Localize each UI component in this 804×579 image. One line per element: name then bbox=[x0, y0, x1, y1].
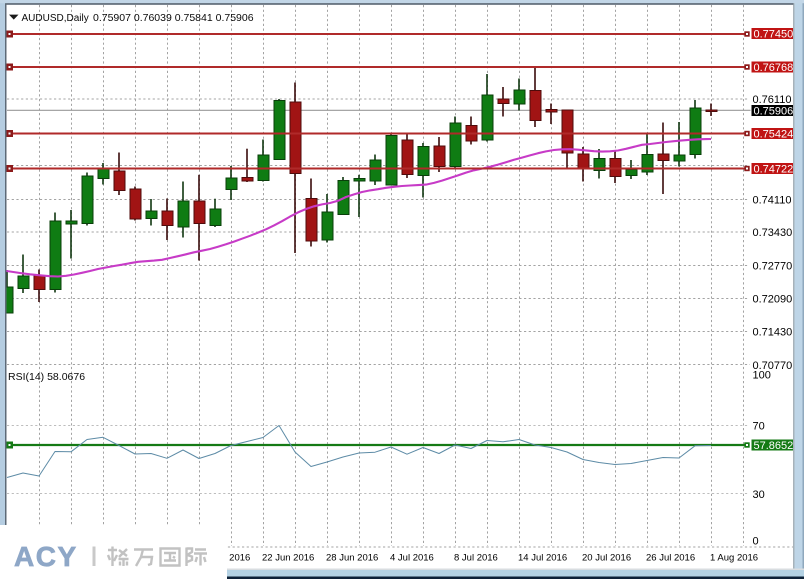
svg-text:0.75906: 0.75906 bbox=[754, 105, 794, 117]
svg-text:0.77450: 0.77450 bbox=[754, 28, 794, 40]
svg-text:4 Jul 2016: 4 Jul 2016 bbox=[390, 553, 434, 564]
svg-text:0.72090: 0.72090 bbox=[753, 293, 793, 305]
svg-text:0.70770: 0.70770 bbox=[753, 360, 793, 372]
svg-text:RSI(14) 58.0676: RSI(14) 58.0676 bbox=[8, 371, 85, 383]
svg-text:14 Jul 2016: 14 Jul 2016 bbox=[518, 553, 567, 564]
svg-text:0.75424: 0.75424 bbox=[754, 128, 794, 140]
svg-text:0.74722: 0.74722 bbox=[754, 163, 794, 175]
svg-text:AUDUSD,Daily: AUDUSD,Daily bbox=[22, 13, 89, 24]
svg-text:0: 0 bbox=[753, 535, 759, 547]
svg-text:28 Jun 2016: 28 Jun 2016 bbox=[326, 553, 378, 564]
svg-text:0.75907 0.76039 0.75841 0.7590: 0.75907 0.76039 0.75841 0.75906 bbox=[93, 12, 254, 24]
svg-text:1 Aug 2016: 1 Aug 2016 bbox=[710, 553, 758, 564]
svg-text:0.76768: 0.76768 bbox=[754, 62, 794, 74]
svg-text:0.73430: 0.73430 bbox=[753, 227, 793, 239]
svg-text:30: 30 bbox=[753, 489, 765, 501]
svg-text:57.8652: 57.8652 bbox=[754, 440, 794, 452]
svg-text:100: 100 bbox=[753, 369, 771, 381]
svg-text:ACY: ACY bbox=[14, 541, 78, 572]
svg-text:0.71430: 0.71430 bbox=[753, 326, 793, 338]
svg-text:0.76110: 0.76110 bbox=[753, 94, 792, 106]
svg-text:22 Jun 2016: 22 Jun 2016 bbox=[262, 553, 314, 564]
svg-text:0.74110: 0.74110 bbox=[753, 194, 792, 206]
svg-text:70: 70 bbox=[753, 420, 765, 432]
svg-text:0.72770: 0.72770 bbox=[753, 260, 793, 272]
svg-text:8 Jul 2016: 8 Jul 2016 bbox=[454, 553, 498, 564]
svg-text:20 Jul 2016: 20 Jul 2016 bbox=[582, 553, 631, 564]
svg-text:26 Jul 2016: 26 Jul 2016 bbox=[646, 553, 695, 564]
